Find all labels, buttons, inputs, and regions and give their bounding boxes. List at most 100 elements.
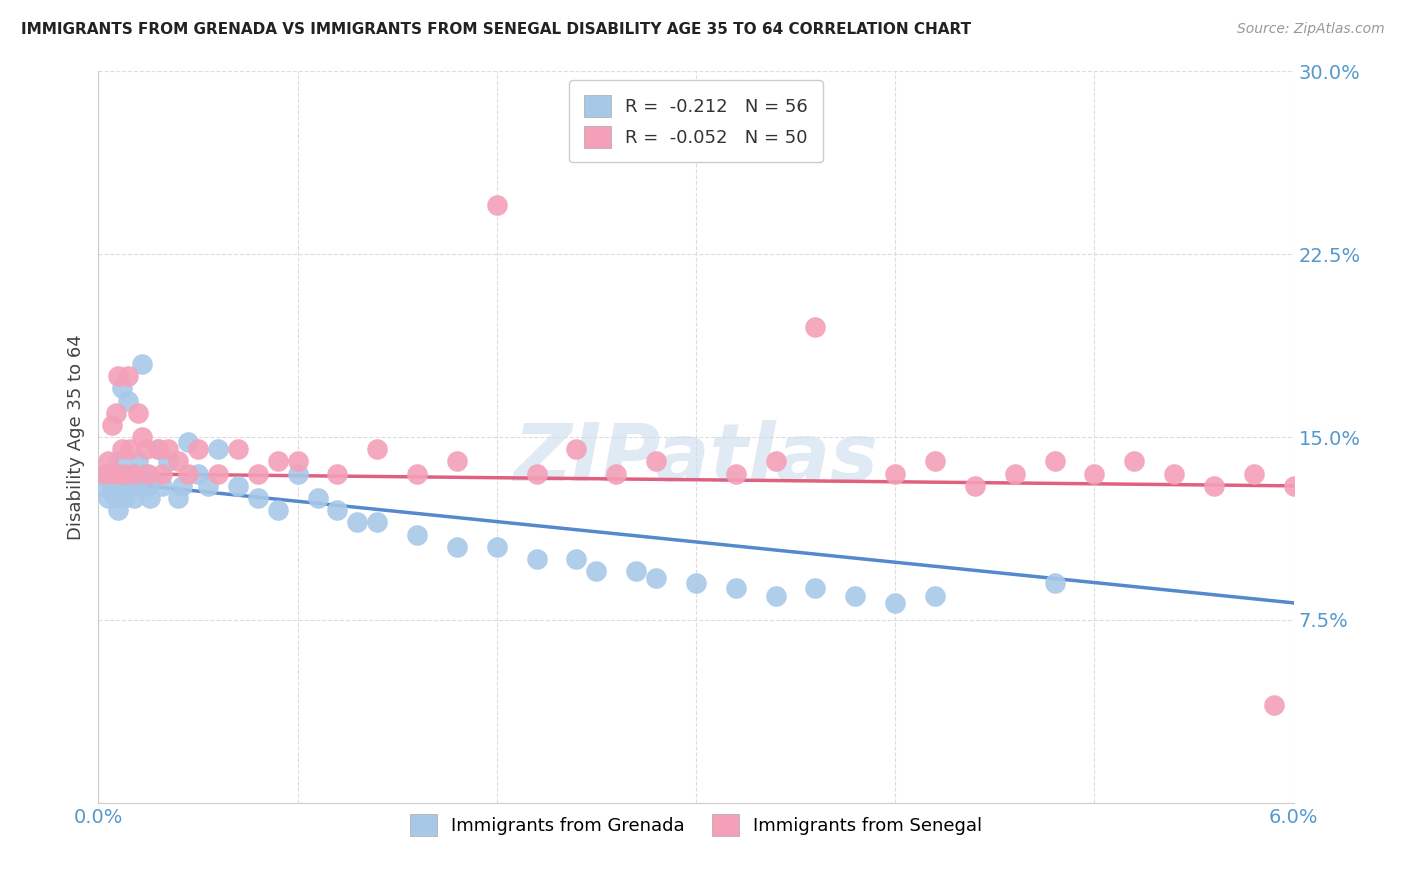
Point [963,479,986,493]
Point [93,479,115,493]
Point [1004,467,1026,481]
Point [150,467,173,481]
Point [207,442,229,457]
Point [101,483,124,498]
Point [98,474,122,488]
Point [1282,479,1305,493]
Y-axis label: Disability Age 35 to 64: Disability Age 35 to 64 [66,334,84,540]
Point [103,467,125,481]
Point [115,479,138,493]
Point [111,442,134,457]
Point [724,467,747,481]
Point [884,596,907,610]
Point [121,479,143,493]
Point [1263,698,1285,713]
Point [924,589,946,603]
Point [485,540,508,554]
Point [167,454,190,468]
Point [135,467,157,481]
Point [136,467,159,481]
Point [765,589,787,603]
Point [287,454,309,468]
Point [246,467,269,481]
Point [645,572,668,586]
Point [1202,479,1225,493]
Point [172,479,194,493]
Point [187,467,209,481]
Point [645,454,668,468]
Point [1123,454,1146,468]
Point [107,369,129,384]
Point [110,467,132,481]
Point [136,479,159,493]
Point [150,479,173,493]
Point [97,491,120,505]
Point [287,467,309,481]
Point [96,467,118,481]
Point [177,434,200,449]
Point [177,467,200,481]
Point [148,442,170,457]
Point [246,491,269,505]
Text: ZIPatlas: ZIPatlas [513,420,879,498]
Point [226,479,249,493]
Point [685,576,707,591]
Point [101,417,124,432]
Point [804,320,827,334]
Point [105,406,128,420]
Point [112,491,135,505]
Point [565,442,588,457]
Point [197,479,219,493]
Point [565,552,588,566]
Point [157,454,180,468]
Point [226,442,249,457]
Point [844,589,866,603]
Point [107,503,129,517]
Point [105,491,128,505]
Point [366,516,388,530]
Point [1243,467,1265,481]
Point [1083,467,1105,481]
Point [120,467,142,481]
Point [326,467,349,481]
Point [307,491,329,505]
Point [526,552,548,566]
Point [626,564,648,578]
Point [148,442,170,457]
Point [326,503,349,517]
Point [346,516,368,530]
Point [406,467,429,481]
Point [1163,467,1185,481]
Text: Source: ZipAtlas.com: Source: ZipAtlas.com [1237,22,1385,37]
Point [406,527,429,541]
Point [884,467,907,481]
Point [446,454,468,468]
Point [103,479,125,493]
Point [107,454,129,468]
Point [485,198,508,212]
Point [765,454,787,468]
Text: IMMIGRANTS FROM GRENADA VS IMMIGRANTS FROM SENEGAL DISABILITY AGE 35 TO 64 CORRE: IMMIGRANTS FROM GRENADA VS IMMIGRANTS FR… [21,22,972,37]
Point [135,442,157,457]
Point [124,491,146,505]
Legend: Immigrants from Grenada, Immigrants from Senegal: Immigrants from Grenada, Immigrants from… [396,801,995,848]
Point [97,454,120,468]
Point [167,491,190,505]
Point [124,467,146,481]
Point [207,467,229,481]
Point [585,564,607,578]
Point [526,467,548,481]
Point [187,442,209,457]
Point [1043,454,1066,468]
Point [157,442,180,457]
Point [117,369,139,384]
Point [120,442,142,457]
Point [127,454,149,468]
Point [724,581,747,595]
Point [267,503,290,517]
Point [366,442,388,457]
Point [131,357,153,371]
Point [446,540,468,554]
Point [267,454,290,468]
Point [1043,576,1066,591]
